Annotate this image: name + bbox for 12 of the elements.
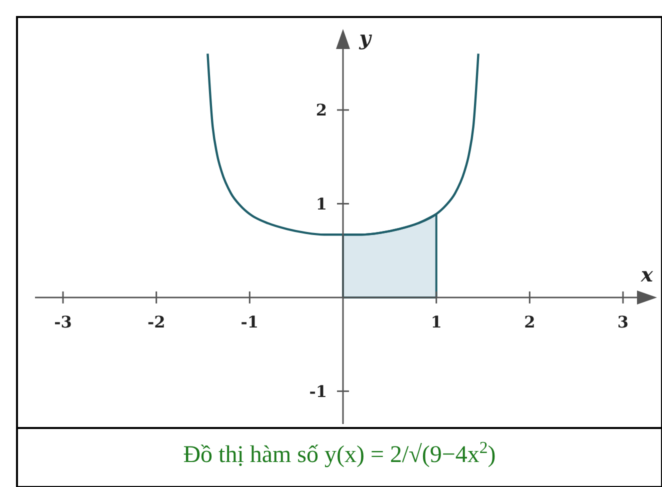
y-tick-label: 1 bbox=[316, 194, 327, 214]
y-tick-label: -1 bbox=[309, 382, 327, 401]
x-tick-label: -1 bbox=[240, 312, 259, 332]
x-tick-label: -3 bbox=[54, 312, 72, 332]
y-axis-title: y bbox=[358, 26, 372, 50]
x-tick-label: 3 bbox=[617, 312, 629, 332]
x-tick-label: -2 bbox=[147, 312, 166, 332]
text: Đồ thị hàm số y(x) = 2/√(9−4x$^{2}$) bbox=[183, 438, 496, 468]
x-tick-label: 2 bbox=[524, 312, 536, 332]
y-tick-label: 2 bbox=[316, 100, 327, 120]
x-axis-title: x bbox=[640, 262, 654, 286]
x-tick-label: 1 bbox=[430, 312, 442, 332]
